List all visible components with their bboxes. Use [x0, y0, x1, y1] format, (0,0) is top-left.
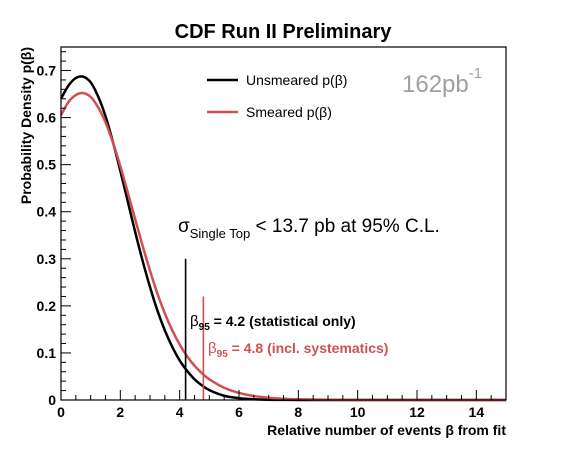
y-tick-label: 0.2 [37, 298, 57, 314]
beta95-syst-symbol: β [208, 340, 217, 357]
sigma-limit-text: < 13.7 pb at 95% C.L. [250, 216, 440, 237]
legend: Unsmeared p(β) Smeared p(β) [207, 72, 347, 120]
sigma-subscript: Single Top [190, 226, 250, 241]
x-tick-label: 4 [176, 404, 184, 420]
series-line-smeared [59, 91, 507, 402]
beta95-stat-symbol: β [190, 313, 199, 330]
y-tick-label: 0.5 [37, 157, 57, 173]
x-tick-label: 10 [350, 404, 366, 420]
x-tick-label: 6 [235, 404, 243, 420]
beta95-statistical: β95 = 4.2 (statistical only) [190, 313, 356, 333]
y-tick-label: 0.3 [37, 251, 57, 267]
y-tick-label: 0.7 [37, 63, 57, 79]
legend-label-unsmeared: Unsmeared p(β) [246, 72, 347, 88]
y-axis-ticks: 0 0.1 0.2 0.3 0.4 0.5 0.6 0.7 [37, 51, 71, 408]
beta95-systematics: β95 = 4.8 (incl. systematics) [208, 340, 388, 360]
cross-section-limit: σSingle Top < 13.7 pb at 95% C.L. [178, 216, 440, 241]
x-tick-label: 2 [116, 404, 124, 420]
plot-markers [184, 258, 205, 400]
y-tick-label: 0 [48, 392, 56, 408]
x-tick-label: 8 [294, 404, 302, 420]
x-axis-label: Relative number of events β from fit [267, 422, 506, 438]
luminosity-exponent: -1 [469, 65, 482, 82]
x-tick-label: 12 [409, 404, 425, 420]
chart-title: CDF Run II Preliminary [175, 21, 393, 43]
y-tick-label: 0.4 [37, 204, 57, 220]
y-tick-label: 0.6 [37, 110, 57, 126]
x-axis-ticks: 0 2 4 6 8 10 12 14 [57, 390, 507, 420]
beta95-stat-subscript: 95 [199, 322, 211, 333]
luminosity-label: 162pb-1 [402, 65, 482, 98]
sigma-symbol: σ [178, 216, 190, 237]
luminosity-value: 162pb [402, 71, 469, 98]
x-tick-label: 0 [57, 404, 65, 420]
beta95-syst-text: = 4.8 (incl. systematics) [228, 340, 389, 356]
beta95-stat-text: = 4.2 (statistical only) [210, 313, 356, 329]
y-axis-label: Probability Density p(β) [18, 47, 34, 204]
legend-label-smeared: Smeared p(β) [246, 104, 332, 120]
beta95-syst-subscript: 95 [217, 349, 229, 360]
y-tick-label: 0.1 [37, 345, 57, 361]
x-tick-label: 14 [469, 404, 485, 420]
